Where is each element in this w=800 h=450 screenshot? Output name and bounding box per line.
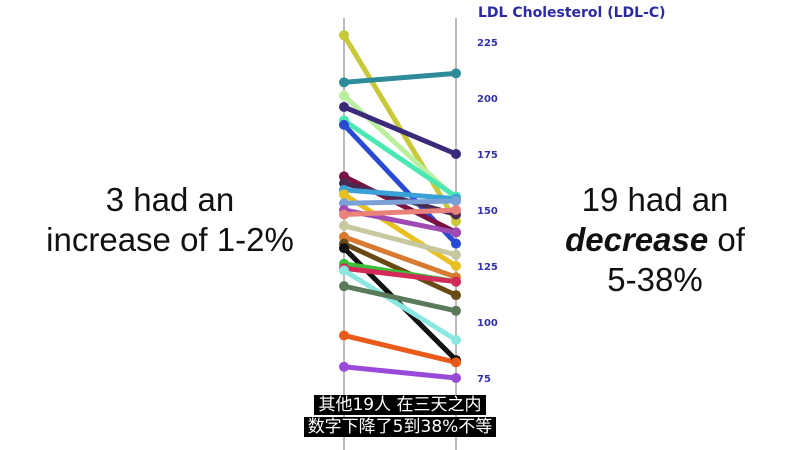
series-line: [341, 234, 459, 280]
series-line: [341, 267, 459, 343]
series-end-point: [451, 205, 461, 215]
series-end-point: [451, 238, 461, 249]
right-caption-line2: decrease of: [555, 220, 755, 260]
left-caption-line2: increase of 1-2%: [46, 221, 294, 258]
series-line: [341, 332, 459, 365]
right-caption-line2-rest: of: [708, 221, 745, 258]
right-caption-line1: 19 had an: [581, 181, 729, 218]
series-line: [341, 364, 459, 381]
right-caption-emphasis: decrease: [565, 221, 709, 258]
series-end-point: [451, 227, 461, 238]
series-end-point: [451, 68, 461, 79]
series-start-point: [339, 189, 349, 200]
series-end-point: [451, 149, 461, 159]
y-tick-label: 100: [477, 318, 498, 329]
series-start-point: [339, 30, 349, 41]
series-end-point: [451, 276, 461, 287]
series-end-point: [451, 249, 461, 260]
subtitle-text-2: 数字下降了5到38%不等: [303, 417, 497, 437]
series-start-point: [339, 90, 349, 101]
series-start-point: [339, 220, 349, 231]
right-caption-line3: 5-38%: [607, 261, 703, 298]
y-tick-label: 150: [477, 206, 498, 217]
series-start-point: [339, 330, 349, 341]
series-end-point: [451, 305, 461, 316]
series-end-point: [451, 373, 461, 383]
series-start-point: [339, 265, 349, 276]
series-start-point: [339, 361, 349, 372]
y-tick-label: 200: [477, 94, 498, 105]
series-end-point: [451, 334, 461, 345]
series-line: [341, 207, 459, 217]
series-line: [341, 117, 459, 200]
series-end-point: [451, 196, 461, 207]
right-caption: 19 had an decrease of 5-38%: [555, 180, 755, 300]
series-line: [341, 223, 459, 258]
series-start-point: [339, 281, 349, 292]
series-points: [339, 30, 461, 383]
series-line: [341, 187, 459, 202]
y-tick-label: 125: [477, 262, 498, 273]
series-line: [341, 70, 459, 85]
left-caption: 3 had an increase of 1-2%: [20, 180, 320, 260]
series-line: [341, 241, 459, 298]
chart-title: LDL Cholesterol (LDL-C): [478, 5, 666, 21]
series-start-point: [339, 101, 349, 112]
series-line: [341, 191, 459, 269]
series-line: [341, 283, 459, 314]
y-tick-label: 175: [477, 150, 498, 161]
series-start-point: [339, 77, 349, 88]
series-start-point: [339, 243, 349, 254]
y-tick-label: 75: [477, 374, 491, 385]
subtitle-text-1: 其他19人 在三天之内: [314, 395, 486, 415]
y-tick-labels: 75 100 125 150 175 200 225: [477, 38, 498, 385]
series-line: [341, 198, 459, 206]
series-lines: [341, 32, 459, 381]
series-start-point: [339, 119, 349, 130]
series-line: [341, 104, 459, 157]
series-end-point: [451, 290, 461, 301]
subtitle-line-1: 其他19人 在三天之内: [0, 394, 800, 416]
y-tick-label: 225: [477, 38, 498, 49]
left-caption-line1: 3 had an: [105, 181, 235, 218]
series-line: [341, 265, 459, 285]
subtitle-line-2: 数字下降了5到38%不等: [0, 416, 800, 438]
series-end-point: [451, 261, 461, 271]
series-start-point: [339, 209, 349, 220]
series-end-point: [451, 357, 461, 368]
